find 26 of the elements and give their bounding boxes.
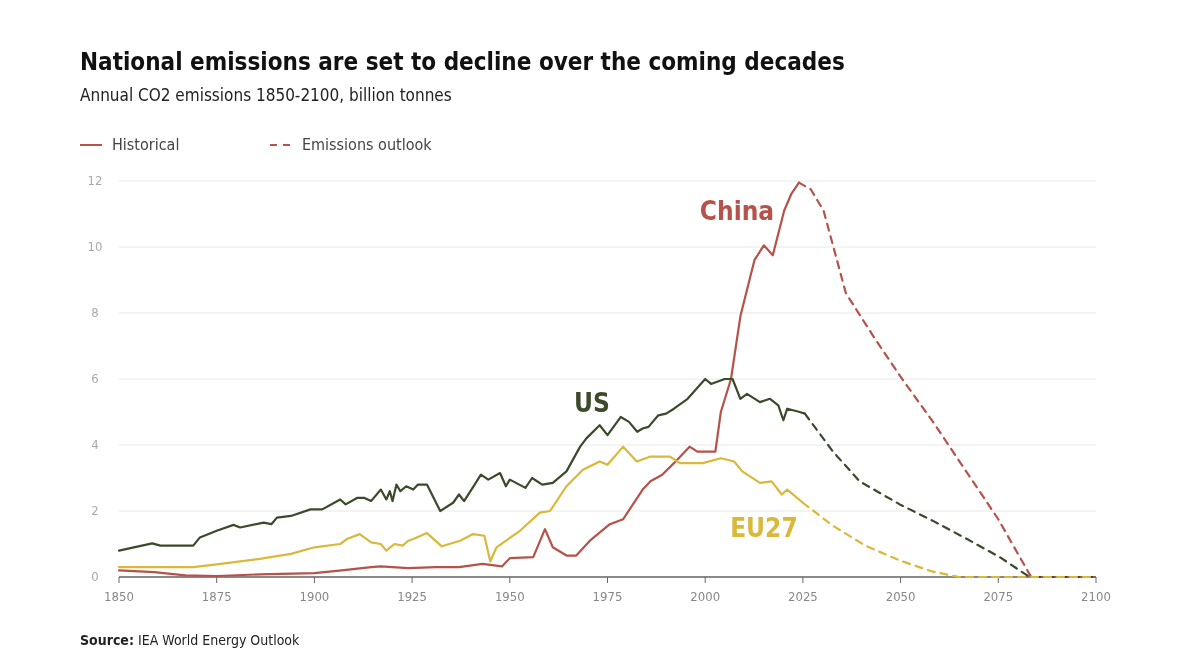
series-label: US [573, 388, 610, 419]
text: Emissions outlook [302, 134, 433, 154]
y-tick-label: 4 [91, 436, 99, 452]
chart-title: National emissions are set to decline over the coming decades [80, 48, 845, 76]
y-tick-label: 0 [91, 568, 99, 584]
x-tick-label: 1875 [201, 589, 232, 604]
y-tick-label: 8 [91, 304, 99, 320]
x-tick-label: 1900 [299, 589, 330, 604]
text: Historical [112, 134, 180, 154]
source-note: Source: IEA World Energy Outlook [80, 632, 301, 648]
x-tick-label: 2050 [885, 589, 916, 604]
x-tick-label: 1925 [397, 589, 427, 604]
x-tick-label: 1975 [592, 589, 623, 604]
y-tick-label: 12 [87, 172, 103, 188]
x-tick-label: 1950 [494, 589, 525, 604]
x-tick-label: 1850 [104, 589, 134, 604]
series-label: EU27 [730, 513, 798, 544]
x-tick-label: 2025 [788, 589, 818, 604]
x-tick-label: 2000 [690, 589, 721, 604]
series-label: China [699, 196, 775, 227]
x-tick-label: 2075 [983, 589, 1014, 604]
y-tick-label: 10 [87, 238, 103, 254]
chart-subtitle: Annual CO2 emissions 1850-2100, billion tonnes [80, 85, 452, 105]
y-tick-label: 2 [91, 502, 99, 518]
x-tick-label: 2100 [1081, 589, 1111, 604]
y-tick-label: 6 [91, 370, 99, 386]
